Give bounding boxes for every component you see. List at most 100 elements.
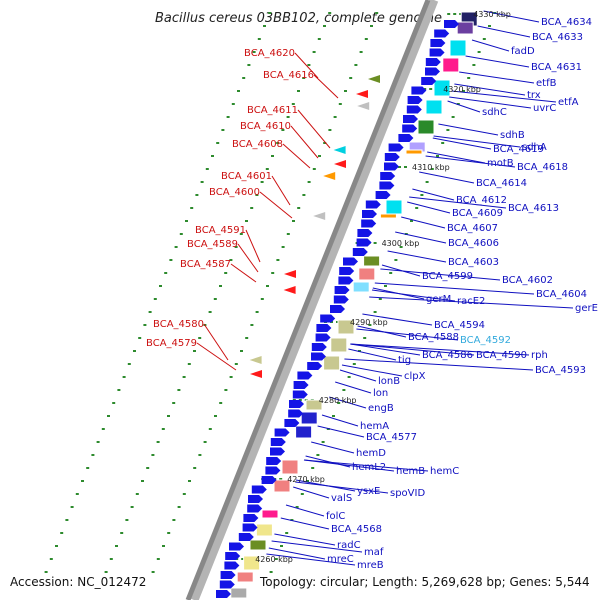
forward-gene-arrow [339, 267, 355, 275]
guide-dot-2 [177, 506, 181, 508]
guide-dot-3 [446, 129, 450, 131]
reverse-gene-marker [333, 146, 346, 154]
guide-dot-0 [49, 558, 53, 560]
feature-box [442, 57, 460, 73]
guide-dot-1 [109, 558, 113, 560]
label-lines [196, 10, 574, 566]
forward-gene-label: gerM [426, 294, 451, 305]
guide-dot-0 [263, 25, 266, 27]
genome-backbone [185, 0, 439, 600]
guide-dot-1 [115, 545, 118, 547]
guide-dot-3 [373, 311, 377, 313]
guide-dot-1 [198, 337, 202, 339]
guide-dot-1 [177, 389, 181, 391]
forward-gene-link [303, 459, 395, 472]
topology-summary: Topology: circular; Length: 5,269,628 bp… [259, 575, 590, 589]
guide-dot-2 [245, 337, 249, 339]
forward-gene-label: BCA_4568 [331, 524, 382, 535]
guide-dot-1 [328, 12, 332, 14]
feature-box [417, 119, 435, 135]
forward-gene-arrow [224, 561, 240, 570]
forward-gene-label: BCA_4594 [434, 320, 485, 331]
feature-box [295, 425, 313, 439]
reverse-gene-label: BCA_4620 [244, 48, 295, 59]
guide-dot-0 [174, 246, 178, 248]
forward-gene-label: BCA_4592 [460, 335, 511, 346]
guide-dot-1 [172, 402, 176, 404]
forward-gene-link [280, 517, 330, 530]
forward-gene-arrow [425, 58, 441, 66]
kbp-label: 4260 kbp [255, 555, 293, 564]
kbp-label: 4320 kbp [443, 85, 481, 94]
forward-gene-arrow [430, 39, 446, 47]
forward-gene-arrow [288, 409, 304, 418]
reverse-gene-link [294, 52, 319, 79]
forward-gene-arrow [315, 333, 331, 342]
guide-dot-3 [467, 77, 471, 79]
guide-dot-0 [44, 571, 48, 573]
forward-gene-link [271, 540, 363, 553]
feature-box [363, 255, 381, 267]
reverse-gene-label: BCA_4600 [209, 187, 260, 198]
forward-gene-label: spoVID [390, 488, 425, 499]
guide-dot-2 [250, 324, 254, 326]
guide-dot-2 [188, 480, 191, 482]
forward-gene-label: BCA_4586 [422, 350, 473, 361]
guide-dot-3 [410, 220, 413, 222]
forward-gene-arrow [229, 542, 244, 551]
guide-dot-3 [399, 246, 403, 248]
reverse-gene-marker [284, 270, 296, 278]
guide-dot-0 [257, 38, 261, 40]
reverse-gene-link [290, 125, 319, 159]
forward-gene-arrow [421, 77, 437, 85]
forward-gene-label: sdhC [482, 107, 507, 118]
guide-dot-2 [208, 428, 212, 430]
reverse-gene-label: BCA_4616 [263, 70, 314, 81]
guide-dot-2 [312, 168, 316, 170]
guide-dot-1 [276, 142, 280, 144]
feature-box [425, 99, 443, 115]
guide-dot-0 [112, 402, 116, 404]
forward-gene-link [451, 90, 557, 103]
reverse-gene-marker [356, 90, 368, 98]
forward-gene-label: BCA_4606 [448, 238, 499, 249]
forward-gene-label: BCA_4588 [408, 332, 459, 343]
forward-gene-link [350, 343, 530, 356]
guide-dot-0 [70, 506, 74, 508]
guide-dot-3 [285, 532, 289, 534]
forward-gene-link [407, 201, 451, 214]
feature-box [230, 587, 248, 599]
guide-dot-3 [321, 441, 325, 443]
forward-gene-arrow [270, 438, 286, 446]
forward-gene-label: hemL2 [352, 462, 386, 473]
guide-dot-0 [122, 376, 126, 378]
guide-dot-2 [333, 116, 337, 118]
guide-dot-0 [127, 363, 131, 365]
forward-gene-link [350, 343, 475, 356]
reverse-gene-label: BCA_4579 [146, 338, 197, 349]
guide-dot-2 [156, 558, 160, 560]
forward-gene-arrow [343, 257, 358, 266]
forward-gene-label: hemD [356, 448, 386, 459]
forward-gene-arrow [219, 580, 235, 589]
forward-gene-arrow [292, 390, 308, 399]
forward-gene-link [477, 25, 531, 38]
forward-gene-link [438, 123, 499, 136]
guide-dot-0 [169, 259, 173, 261]
guide-dot-2 [266, 285, 269, 287]
guide-dot-3 [415, 207, 419, 209]
reverse-gene-marker [250, 370, 262, 378]
reverse-gene-link [245, 229, 261, 263]
forward-gene-label: BCA_4593 [535, 365, 586, 376]
guide-dot-2 [370, 25, 373, 27]
forward-gene-link [449, 96, 532, 109]
forward-gene-label: hemC [430, 466, 459, 477]
forward-gene-label: BCA_4609 [452, 208, 503, 219]
guide-dot-3 [394, 259, 398, 261]
backbone-line [185, 0, 431, 600]
forward-gene-arrow [216, 590, 231, 598]
forward-gene-label: gerE [575, 303, 598, 314]
forward-gene-label: rph [531, 350, 548, 361]
forward-gene-arrow [330, 305, 345, 313]
forward-gene-link [454, 83, 526, 96]
